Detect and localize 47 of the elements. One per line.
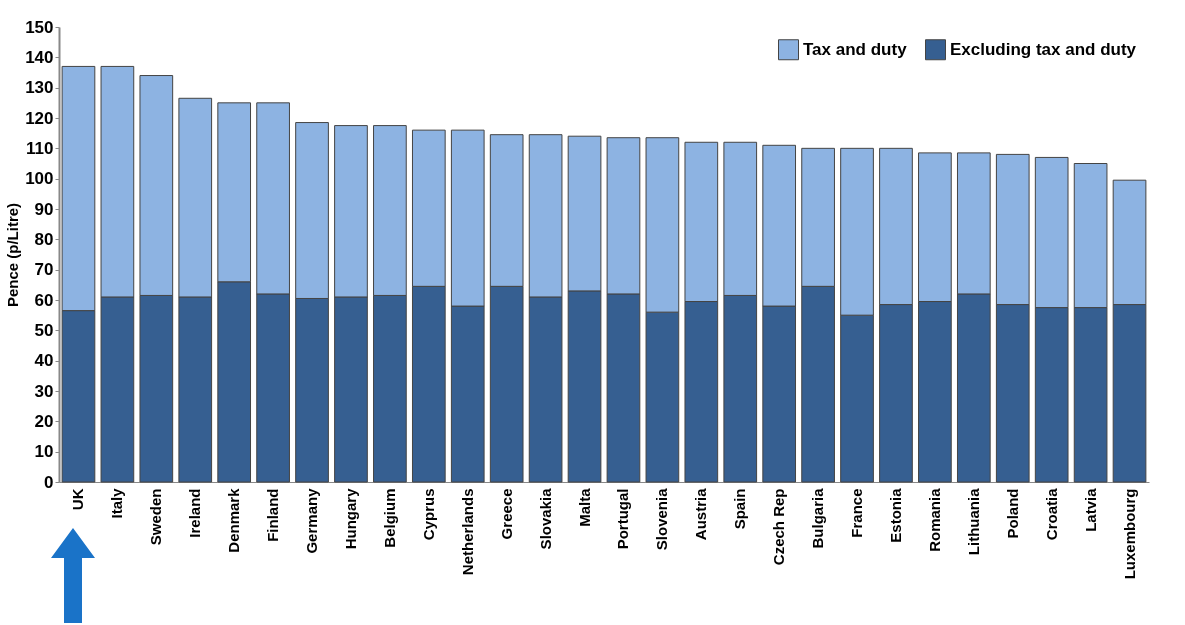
x-tick-label: Poland <box>1003 488 1021 539</box>
y-tick-label: 20 <box>34 411 54 431</box>
x-tick-label: Austria <box>692 487 710 541</box>
legend-label: Excluding tax and duty <box>950 39 1137 59</box>
y-tick-label: 60 <box>34 290 54 310</box>
x-tick-label: Romania <box>925 487 943 552</box>
x-tick-label: Czech Rep <box>770 488 788 566</box>
x-tick-label: Spain <box>731 488 749 530</box>
y-tick-label: 130 <box>25 78 54 98</box>
x-tick-label: Denmark <box>225 487 243 553</box>
y-tick-label: 70 <box>34 260 54 280</box>
x-tick-label: Netherlands <box>458 488 476 576</box>
y-tick-label: 10 <box>34 442 54 462</box>
x-tick-label: Slovenia <box>653 487 671 551</box>
x-tick-label: Cyprus <box>419 488 437 541</box>
y-tick-label: 110 <box>26 138 54 158</box>
x-tick-label: Estonia <box>886 487 904 543</box>
x-tick-label: Slovakia <box>536 487 554 550</box>
x-tick-label: Sweden <box>147 488 165 546</box>
x-tick-label: Lithuania <box>964 487 982 556</box>
y-tick-label: 50 <box>34 320 54 340</box>
x-tick-label: Hungary <box>341 487 359 550</box>
y-tick-label: 150 <box>25 17 54 37</box>
x-tick-label: France <box>848 488 866 538</box>
x-tick-label: Finland <box>264 488 282 542</box>
y-tick-label: 30 <box>34 381 54 401</box>
x-tick-label: Greece <box>497 488 515 540</box>
y-tick-label: 100 <box>25 169 54 189</box>
x-tick-label: Germany <box>303 487 321 554</box>
x-tick-label: Italy <box>108 487 126 519</box>
y-axis-title: Pence (p/Litre) <box>4 202 22 308</box>
x-tick-label: Croatia <box>1042 487 1060 541</box>
x-tick-label: Portugal <box>614 488 632 550</box>
legend-label: Tax and duty <box>803 39 908 59</box>
y-tick-label: 80 <box>34 229 54 249</box>
x-tick-label: UK <box>69 488 87 511</box>
x-tick-label: Malta <box>575 487 593 527</box>
x-tick-label: Luxembourg <box>1120 488 1138 580</box>
y-tick-label: 40 <box>34 351 54 371</box>
x-tick-label: Bulgaria <box>809 487 827 549</box>
x-tick-label: Latvia <box>1081 487 1099 532</box>
y-tick-label: 90 <box>34 199 54 219</box>
x-tick-label: Ireland <box>186 488 204 538</box>
y-tick-label: 120 <box>25 108 54 128</box>
x-tick-label: Belgium <box>380 488 398 548</box>
y-tick-label: 0 <box>44 472 54 492</box>
y-tick-label: 140 <box>25 47 54 67</box>
